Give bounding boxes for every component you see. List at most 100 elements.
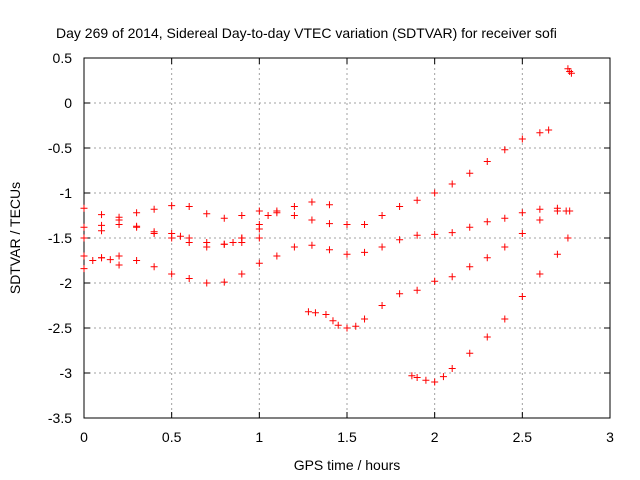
data-point	[185, 203, 193, 210]
y-tick-label: -2.5	[48, 320, 72, 336]
grid-lines	[84, 58, 610, 418]
data-point	[483, 254, 491, 262]
series-track-9	[564, 65, 575, 77]
data-point	[396, 236, 404, 244]
x-tick-label: 1.5	[337, 429, 357, 445]
data-points	[80, 65, 575, 386]
data-point	[483, 158, 491, 165]
data-point	[352, 322, 360, 330]
data-point	[264, 212, 272, 219]
data-point	[536, 129, 544, 137]
data-point	[115, 221, 123, 228]
y-tick-label: -1.5	[48, 230, 72, 246]
data-point	[150, 205, 158, 213]
x-tick-label: 2.5	[513, 429, 533, 445]
data-point	[168, 270, 176, 278]
data-point	[431, 277, 439, 285]
data-point	[431, 189, 439, 197]
data-point	[564, 234, 572, 242]
data-point	[396, 203, 404, 210]
data-point	[413, 286, 421, 294]
data-point	[80, 223, 88, 231]
data-point	[80, 234, 88, 242]
data-point	[311, 309, 319, 317]
data-point	[361, 221, 369, 228]
data-point	[115, 252, 123, 260]
data-point	[133, 223, 141, 231]
data-point	[448, 365, 456, 372]
data-point	[238, 212, 246, 219]
data-point	[431, 378, 439, 386]
data-point	[229, 239, 237, 246]
data-point	[98, 254, 106, 262]
x-tick-label: 2	[431, 429, 439, 445]
data-point	[80, 265, 88, 273]
data-point	[168, 202, 176, 210]
data-point	[290, 212, 298, 219]
data-point	[255, 207, 263, 215]
data-point	[255, 234, 263, 242]
data-point	[185, 275, 193, 282]
data-point	[518, 293, 526, 300]
data-point	[220, 278, 228, 286]
x-tick-label: 3	[606, 429, 614, 445]
x-tick-label: 0	[80, 429, 88, 445]
data-point	[536, 216, 544, 224]
data-point	[106, 256, 114, 264]
data-point	[308, 241, 316, 249]
data-point	[448, 273, 456, 281]
data-point	[448, 229, 456, 237]
data-point	[150, 230, 158, 237]
data-point	[378, 212, 386, 219]
data-point	[439, 373, 447, 381]
data-point	[329, 317, 337, 325]
data-point	[238, 234, 246, 242]
data-point	[466, 169, 474, 177]
y-tick-label: -2	[60, 275, 73, 291]
series-track-5	[80, 254, 123, 273]
data-point	[115, 261, 123, 269]
data-point	[255, 259, 263, 267]
data-point	[325, 201, 333, 209]
data-point	[553, 207, 561, 215]
data-point	[448, 180, 456, 188]
data-point	[98, 227, 106, 235]
data-point	[80, 252, 88, 260]
data-point	[396, 290, 404, 298]
data-point	[536, 205, 544, 213]
data-point	[325, 246, 333, 254]
data-point	[220, 214, 228, 222]
data-point	[325, 220, 333, 228]
data-point	[304, 308, 312, 316]
x-tick-label: 0.5	[162, 429, 182, 445]
data-point	[413, 374, 421, 381]
data-point	[322, 311, 330, 318]
data-point	[133, 209, 141, 217]
data-point	[308, 198, 316, 206]
data-point	[203, 243, 211, 251]
data-point	[168, 234, 176, 242]
data-point	[413, 231, 421, 239]
data-point	[115, 213, 123, 221]
data-point	[255, 221, 263, 228]
data-point	[361, 248, 369, 256]
data-point	[483, 333, 491, 341]
data-point	[361, 315, 369, 323]
data-point	[536, 270, 544, 278]
data-point	[545, 126, 553, 134]
y-axis-label: SDTVAR / TECUs	[7, 182, 23, 294]
data-point	[501, 146, 509, 154]
data-point	[466, 223, 474, 231]
series-track-2	[80, 126, 553, 231]
data-point	[408, 372, 416, 380]
y-tick-label: -3.5	[48, 410, 72, 426]
data-point	[466, 349, 474, 357]
data-point	[343, 250, 351, 258]
data-point	[290, 203, 298, 210]
data-point	[334, 321, 342, 329]
y-tick-label: -1	[60, 185, 73, 201]
data-point	[273, 252, 281, 260]
y-tick-label: 0	[64, 95, 72, 111]
data-point	[566, 68, 574, 75]
data-point	[518, 135, 526, 143]
